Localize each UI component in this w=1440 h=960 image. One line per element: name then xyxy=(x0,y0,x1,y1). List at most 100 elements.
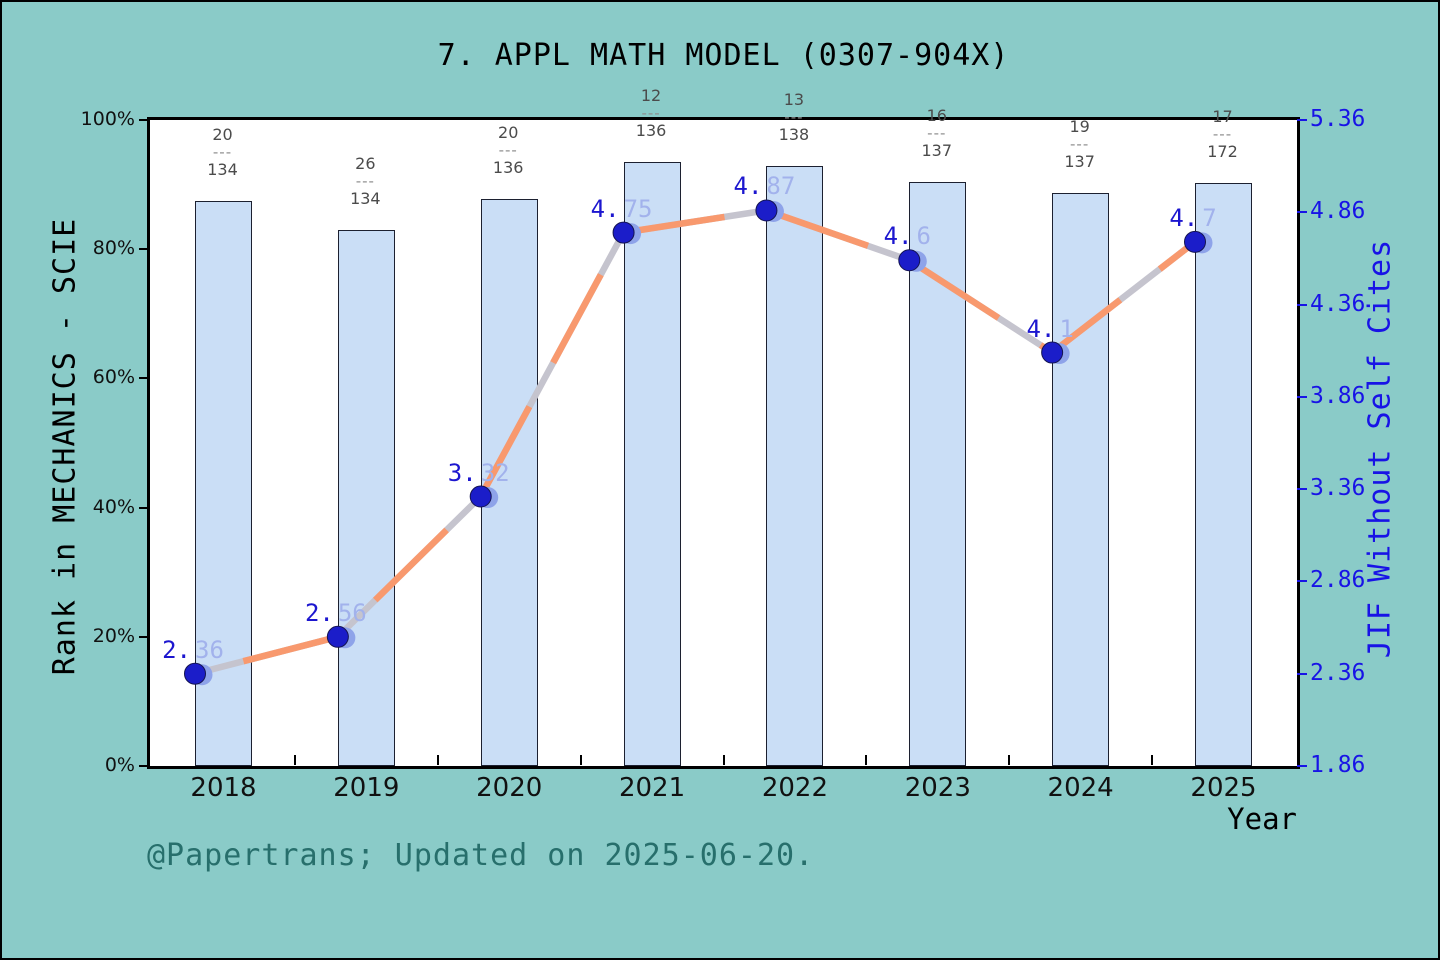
jif-point-label-2023: 4. 6 xyxy=(837,222,977,250)
x-minor-tick xyxy=(865,755,868,765)
x-minor-tick xyxy=(293,755,296,765)
y-tick-label-left: 0% xyxy=(104,754,135,776)
x-tick-label-2021: 2021 xyxy=(618,773,686,803)
fraction-separator: --- xyxy=(212,143,233,162)
rank-denominator: 134 xyxy=(207,160,238,180)
jif-point-2023 xyxy=(898,249,921,272)
jif-point-label-2025: 4. 7 xyxy=(1123,204,1263,232)
bar-2025 xyxy=(1195,183,1252,766)
jif-label-integer-part: 4. xyxy=(733,172,763,201)
fraction-separator: --- xyxy=(498,140,518,159)
rank-fraction-2021: 12 --- 136 xyxy=(606,86,696,141)
jif-point-label-2018: 2. 36 xyxy=(123,636,263,664)
jif-label-integer-part: 4. xyxy=(590,194,620,223)
x-axis-title: Year xyxy=(1227,802,1297,836)
jif-label-decimal-part: 75 xyxy=(623,194,653,223)
rank-denominator: 138 xyxy=(778,124,810,144)
jif-point-2025 xyxy=(1184,230,1206,253)
rank-numerator: 20 xyxy=(498,122,519,142)
y-tick-label-right: 2.86 xyxy=(1310,567,1366,594)
rank-numerator: 13 xyxy=(783,89,805,109)
x-minor-tick xyxy=(1008,755,1011,765)
y-tick-right xyxy=(1297,488,1307,491)
y-tick-label-right: 3.36 xyxy=(1310,475,1366,502)
rank-fraction-2024: 19 --- 137 xyxy=(1035,117,1125,172)
jif-label-integer-part: 4. xyxy=(1026,314,1056,343)
jif-point-2019 xyxy=(326,625,349,648)
x-tick-label-2023: 2023 xyxy=(904,773,971,803)
rank-fraction-2023: 16 --- 137 xyxy=(892,106,982,161)
y-tick-label-right: 5.36 xyxy=(1310,106,1366,132)
rank-numerator: 26 xyxy=(355,154,376,174)
bar-2019 xyxy=(337,230,395,766)
jif-label-integer-part: 4. xyxy=(883,222,913,251)
y-tick-left xyxy=(139,765,149,767)
x-tick-label-2020: 2020 xyxy=(476,773,543,803)
rank-denominator: 134 xyxy=(350,189,381,209)
rank-denominator: 136 xyxy=(492,157,524,177)
y-tick-label-right: 2.36 xyxy=(1310,659,1366,686)
jif-label-decimal-part: 6 xyxy=(916,222,931,251)
rank-denominator: 137 xyxy=(1064,151,1095,171)
jif-point-label-2019: 2. 56 xyxy=(266,599,406,627)
x-tick-label-2024: 2024 xyxy=(1047,773,1114,803)
x-minor-tick xyxy=(436,755,439,765)
jif-line-orange xyxy=(194,207,1197,677)
y-tick-left xyxy=(139,248,149,251)
y-tick-label-left: 20% xyxy=(92,624,135,647)
jif-label-integer-part: 4. xyxy=(1169,203,1199,232)
jif-point-2022 xyxy=(755,199,778,222)
jif-label-decimal-part: 56 xyxy=(337,598,367,627)
right-axis-title: JIF Without Self Cites xyxy=(1362,238,1398,659)
rank-numerator: 19 xyxy=(1069,116,1090,136)
rank-numerator: 16 xyxy=(926,106,947,126)
x-tick-label-2019: 2019 xyxy=(333,773,400,803)
fraction-separator: --- xyxy=(641,103,661,122)
watermark-footer: @Papertrans; Updated on 2025-06-20. xyxy=(147,838,815,873)
x-tick-label-2022: 2022 xyxy=(761,773,828,803)
jif-point-label-2020: 3. 32 xyxy=(409,459,549,487)
jif-label-decimal-part: 32 xyxy=(480,458,510,487)
y-tick-left xyxy=(139,119,149,121)
rank-numerator: 20 xyxy=(212,125,233,145)
x-tick-label-2018: 2018 xyxy=(190,773,257,803)
y-tick-label-left: 40% xyxy=(92,495,135,518)
y-tick-label-right: 4.36 xyxy=(1310,290,1366,317)
rank-numerator: 12 xyxy=(640,85,662,105)
rank-denominator: 172 xyxy=(1207,142,1238,162)
bar-2024 xyxy=(1052,192,1110,766)
jif-line-layer xyxy=(184,199,1213,686)
y-tick-right xyxy=(1297,395,1307,398)
y-tick-label-right: 3.86 xyxy=(1310,382,1366,409)
x-minor-tick xyxy=(579,755,582,765)
rank-fraction-2020: 20 --- 136 xyxy=(463,123,553,178)
jif-label-integer-part: 2. xyxy=(162,635,191,664)
rank-denominator: 136 xyxy=(635,120,667,140)
y-tick-label-right: 1.86 xyxy=(1310,752,1366,778)
jif-point-2020 xyxy=(469,485,492,508)
y-tick-label-left: 60% xyxy=(92,366,135,389)
jif-point-label-2024: 4. 1 xyxy=(980,315,1120,343)
x-minor-tick xyxy=(1151,755,1154,765)
jif-label-integer-part: 2. xyxy=(304,598,334,627)
jif-point-2024 xyxy=(1041,341,1064,364)
fraction-separator: --- xyxy=(355,172,375,191)
x-tick-label-2025: 2025 xyxy=(1190,773,1257,803)
rank-fraction-2025: 17 --- 172 xyxy=(1178,107,1268,162)
fraction-separator: --- xyxy=(927,124,947,143)
y-tick-left xyxy=(139,635,149,638)
bar-2021 xyxy=(623,161,681,766)
jif-point-label-2021: 4. 75 xyxy=(552,195,692,223)
y-tick-right xyxy=(1297,211,1307,214)
jif-label-decimal-part: 87 xyxy=(766,172,796,201)
rank-fraction-2022: 13 --- 138 xyxy=(749,90,839,145)
y-tick-label-right: 4.86 xyxy=(1310,198,1366,225)
jif-point-2018 xyxy=(184,662,206,685)
y-tick-right xyxy=(1297,580,1307,583)
y-tick-right xyxy=(1297,672,1307,675)
rank-fraction-2019: 26 --- 134 xyxy=(320,154,410,209)
jif-label-decimal-part: 7 xyxy=(1202,203,1217,232)
left-axis-title: Rank in MECHANICS - SCIE xyxy=(47,217,83,676)
y-tick-left xyxy=(139,506,149,509)
